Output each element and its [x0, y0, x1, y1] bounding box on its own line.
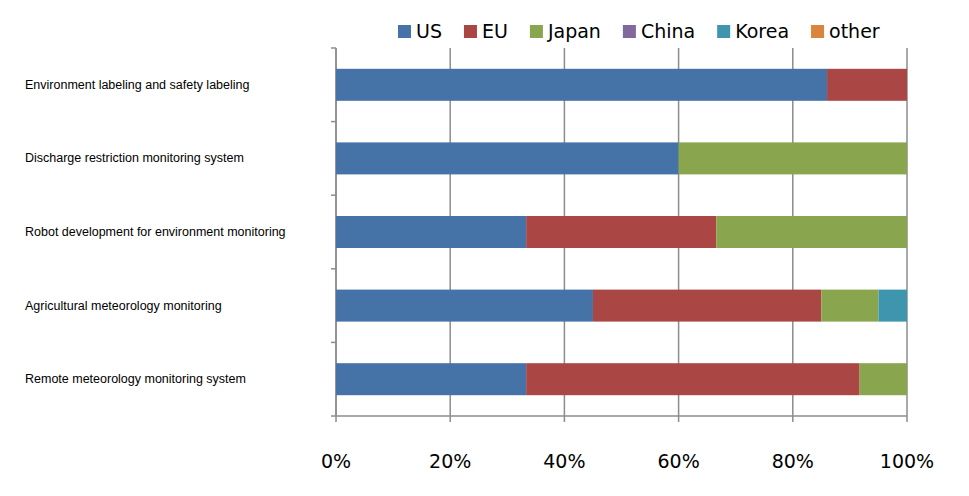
category-tick — [331, 121, 336, 123]
label-line: Agricultural meteorology monitoring — [25, 299, 222, 313]
bar-segment — [526, 216, 716, 248]
bar-segment — [907, 69, 908, 101]
bar-segment — [907, 290, 908, 322]
legend-swatch — [464, 25, 477, 38]
bar-segment — [679, 142, 907, 174]
category-tick — [331, 194, 336, 196]
bar-segment — [907, 69, 908, 101]
bar-segment — [907, 69, 908, 101]
bar-segment — [907, 216, 908, 248]
tick-label: 40% — [543, 450, 585, 472]
legend-swatch — [717, 25, 730, 38]
bar-segment — [593, 290, 821, 322]
legend: US EU Japan China Korea other — [398, 20, 880, 42]
bar-segment — [860, 363, 907, 395]
category-tick — [331, 342, 336, 344]
bar-segment — [336, 69, 827, 101]
category-tick — [331, 47, 336, 49]
axis-line — [336, 415, 907, 417]
tick-label: 20% — [429, 450, 471, 472]
legend-label: US — [416, 20, 442, 42]
bar-segment — [336, 216, 526, 248]
bars — [336, 69, 907, 395]
bar-segment — [336, 363, 526, 395]
category-label: Robot development for environment monito… — [25, 225, 286, 239]
bar-segment — [336, 290, 593, 322]
legend-swatch — [623, 25, 636, 38]
legend-swatch — [398, 25, 411, 38]
y-axis: Environment labeling and safety labeling… — [25, 78, 286, 386]
category-label: Remote meteorology monitoring system — [25, 372, 246, 386]
legend-label: Korea — [735, 20, 789, 42]
tick-label: 80% — [772, 450, 814, 472]
category-label: Discharge restriction monitoring system — [25, 151, 244, 165]
bar-segment — [907, 216, 908, 248]
label-line: Environment labeling and safety labeling — [25, 78, 249, 92]
legend-swatch — [530, 25, 543, 38]
bar-segment — [907, 363, 908, 395]
bar-segment — [878, 290, 907, 322]
bar-segment — [336, 142, 679, 174]
category-label: Agricultural meteorology monitoring — [25, 299, 222, 313]
bar-segment — [526, 363, 859, 395]
x-axis: 0% 20% 40% 60% 80% 100% — [321, 48, 934, 472]
bar-segment — [907, 142, 908, 174]
bar-segment — [907, 363, 908, 395]
category-tick — [331, 415, 336, 417]
legend-label: China — [641, 20, 695, 42]
bar-segment — [907, 69, 908, 101]
bar-segment — [907, 142, 908, 174]
label-line: Robot development for environment monito… — [25, 225, 286, 239]
bar-segment — [907, 363, 908, 395]
chart: 0% 20% 40% 60% 80% 100% Environment labeling a… — [0, 0, 969, 496]
legend-label: Japan — [547, 20, 601, 42]
legend-swatch — [811, 25, 824, 38]
tick-label: 100% — [880, 450, 934, 472]
tick-label: 60% — [657, 450, 699, 472]
bar-segment — [827, 69, 907, 101]
bar-segment — [716, 216, 907, 248]
label-line: Discharge restriction monitoring system — [25, 151, 244, 165]
category-label: Environment labeling and safety labeling — [25, 78, 249, 92]
legend-label: other — [829, 20, 880, 42]
legend-label: EU — [482, 20, 508, 42]
category-tick — [331, 268, 336, 270]
label-line: Remote meteorology monitoring system — [25, 372, 246, 386]
tick-label: 0% — [321, 450, 351, 472]
bar-segment — [907, 142, 908, 174]
bar-segment — [821, 290, 878, 322]
bar-segment — [907, 216, 908, 248]
